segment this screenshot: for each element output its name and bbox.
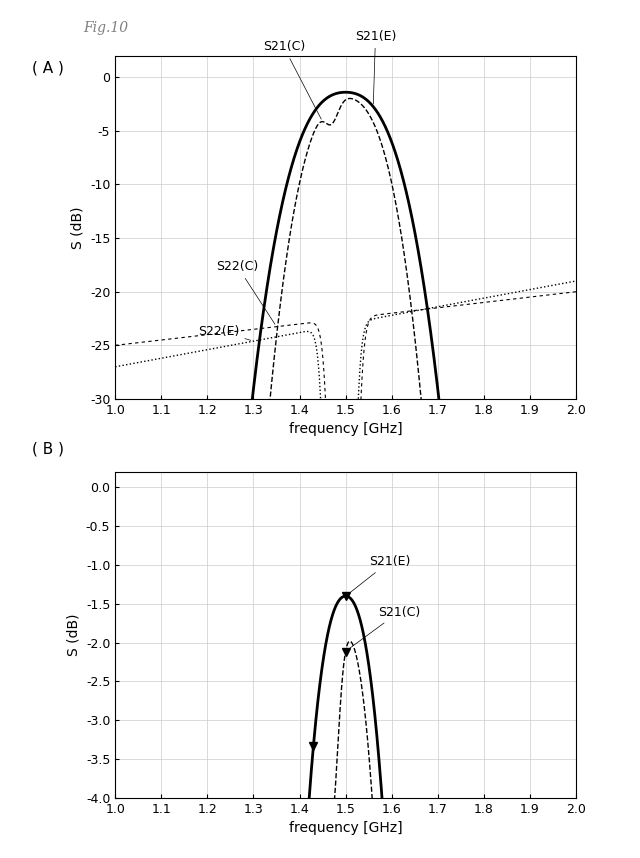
- Text: S21(C): S21(C): [262, 40, 321, 119]
- Text: S22(E): S22(E): [198, 324, 251, 341]
- Text: S21(E): S21(E): [348, 555, 410, 595]
- Text: S21(E): S21(E): [355, 30, 396, 104]
- X-axis label: frequency [GHz]: frequency [GHz]: [289, 821, 403, 836]
- Y-axis label: S (dB): S (dB): [67, 613, 80, 656]
- Y-axis label: S (dB): S (dB): [70, 206, 84, 249]
- Text: ( A ): ( A ): [32, 60, 64, 75]
- Text: S22(C): S22(C): [216, 260, 275, 324]
- Text: Fig.10: Fig.10: [83, 21, 129, 35]
- Text: ( B ): ( B ): [32, 442, 64, 456]
- Text: S21(C): S21(C): [348, 606, 420, 650]
- X-axis label: frequency [GHz]: frequency [GHz]: [289, 422, 403, 437]
